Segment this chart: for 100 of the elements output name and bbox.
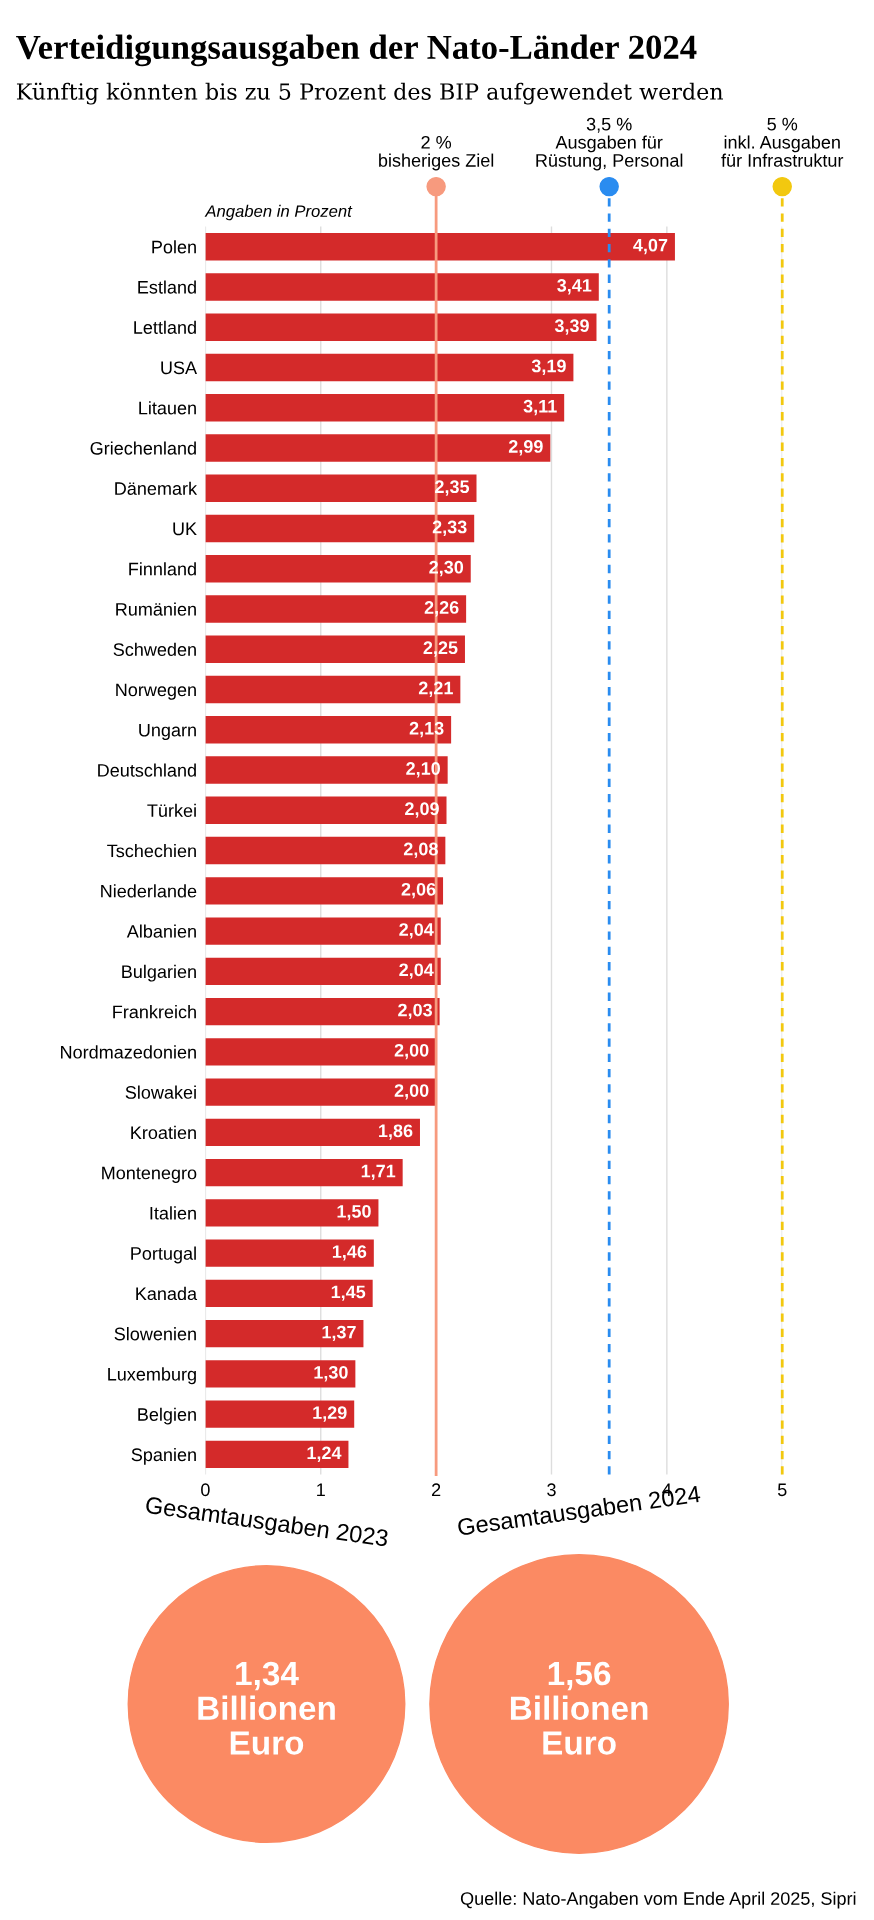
data-label: 2,04	[399, 963, 434, 979]
y-tick-label: Slowakei	[125, 1085, 196, 1099]
data-label: 2,25	[423, 641, 458, 657]
bar	[205, 675, 461, 704]
bar	[205, 1360, 356, 1388]
bar	[205, 1118, 420, 1147]
y-tick-label: Bulgarien	[122, 964, 196, 982]
data-label: 2,99	[508, 440, 543, 456]
data-label: 2,00	[394, 1043, 429, 1060]
data-label: 1,46	[332, 1245, 367, 1261]
y-tick-label: Nordmazedonien	[61, 1045, 196, 1059]
data-label: 2,09	[405, 802, 439, 818]
y-tick-label: Portugal	[131, 1246, 196, 1264]
ref-line-label: 5 % inkl. Ausgaben für Infrastruktur	[721, 117, 844, 167]
data-label: 1,29	[313, 1406, 347, 1422]
y-tick-label: Luxemburg	[108, 1367, 196, 1385]
bar	[205, 273, 599, 301]
data-label: 1,30	[314, 1365, 348, 1382]
y-tick-label: Dänemark	[115, 481, 198, 495]
x-tick-label: 5	[777, 1483, 787, 1497]
ref-line-label: 3,5 % Ausgaben für Rüstung, Personal	[536, 117, 683, 171]
y-tick-label: Türkei	[147, 803, 196, 818]
bar	[205, 716, 452, 744]
bar	[205, 997, 440, 1026]
y-tick-label: Deutschland	[98, 763, 196, 777]
bar	[205, 555, 471, 583]
bar	[205, 434, 551, 462]
bar	[205, 756, 448, 784]
bar	[205, 1038, 437, 1066]
data-label: 2,21	[418, 681, 453, 697]
y-tick-label: Litauen	[139, 401, 196, 415]
data-label: 1,56 Billionen Euro	[510, 1661, 648, 1755]
data-label: 2,00	[394, 1084, 429, 1100]
bar	[205, 957, 441, 986]
bar	[205, 1279, 373, 1308]
x-tick-label: 3	[547, 1483, 556, 1497]
bar	[205, 1239, 374, 1267]
data-label: 3,39	[554, 319, 589, 335]
y-tick-label: Rumänien	[116, 602, 196, 616]
y-tick-label: Kroatien	[131, 1125, 196, 1140]
y-tick-label: Polen	[152, 240, 196, 254]
x-tick-label: 0	[201, 1483, 210, 1497]
y-tick-label: Frankreich	[113, 1005, 196, 1019]
data-label: 2,03	[398, 1003, 433, 1020]
source-note: Quelle: Nato-Angaben vom Ende April 2025, Sipri	[460, 1891, 856, 1909]
bar	[205, 635, 465, 663]
data-label: 2,13	[409, 721, 444, 738]
data-label: 3,11	[523, 399, 557, 416]
x-tick-label: 1	[317, 1483, 325, 1496]
y-tick-label: UK	[173, 522, 197, 536]
bar	[205, 1440, 349, 1469]
ref-line-label: 2 % bisheriges Ziel	[379, 135, 494, 171]
data-label: 4,07	[633, 238, 668, 255]
y-tick-label: USA	[161, 361, 198, 375]
y-tick-label: Niederlande	[101, 884, 197, 898]
y-tick-label: Ungarn	[139, 723, 196, 741]
data-label: 1,50	[337, 1204, 371, 1221]
y-tick-label: Tschechien	[107, 844, 196, 858]
bar	[205, 313, 597, 341]
y-tick-label: Belgien	[138, 1407, 196, 1425]
data-label: 1,71	[361, 1164, 396, 1181]
data-label: 1,37	[322, 1325, 356, 1342]
y-tick-label: Lettland	[134, 320, 196, 334]
bar	[205, 877, 444, 905]
bar	[205, 595, 467, 623]
y-tick-label: Griechenland	[90, 441, 196, 455]
y-tick-label: Kanada	[136, 1286, 198, 1301]
bar	[205, 1158, 403, 1187]
chart-subtitle: Künftig könnten bis zu 5 Prozent des BIP aufgewendet werden	[16, 82, 723, 105]
x-tick-label: 2	[432, 1483, 441, 1496]
bar	[205, 917, 441, 945]
data-label: 1,45	[331, 1285, 366, 1301]
y-tick-label: Schweden	[113, 642, 196, 656]
bar	[205, 1199, 379, 1227]
y-tick-label: Slowenien	[114, 1327, 196, 1341]
bar	[205, 1400, 355, 1428]
data-label: 3,41	[557, 279, 592, 295]
bar	[205, 474, 477, 502]
data-label: 3,19	[531, 359, 566, 375]
data-label: 2,08	[403, 842, 438, 859]
data-label: 1,24	[307, 1446, 342, 1462]
bar	[205, 353, 574, 382]
bar	[205, 836, 446, 865]
data-label: 2,06	[401, 882, 436, 899]
chart-title: Verteidigungsausgaben der Nato-Länder 2024	[16, 34, 697, 67]
bar	[205, 796, 447, 824]
bar	[205, 1319, 364, 1348]
text: Angaben in Prozent	[204, 204, 353, 221]
data-label: 1,34 Billionen Euro	[198, 1661, 335, 1755]
data-label: 2,35	[435, 480, 470, 496]
data-label: 2,04	[399, 923, 434, 939]
bar	[205, 1078, 437, 1106]
bar	[205, 394, 565, 422]
y-tick-label: Albanien	[126, 924, 196, 938]
y-tick-label: Spanien	[131, 1447, 196, 1465]
bar	[205, 233, 675, 261]
y-tick-label: Norwegen	[116, 683, 196, 700]
data-label: 2,33	[432, 520, 467, 536]
y-tick-label: Finnland	[129, 562, 196, 576]
bar	[205, 514, 475, 543]
